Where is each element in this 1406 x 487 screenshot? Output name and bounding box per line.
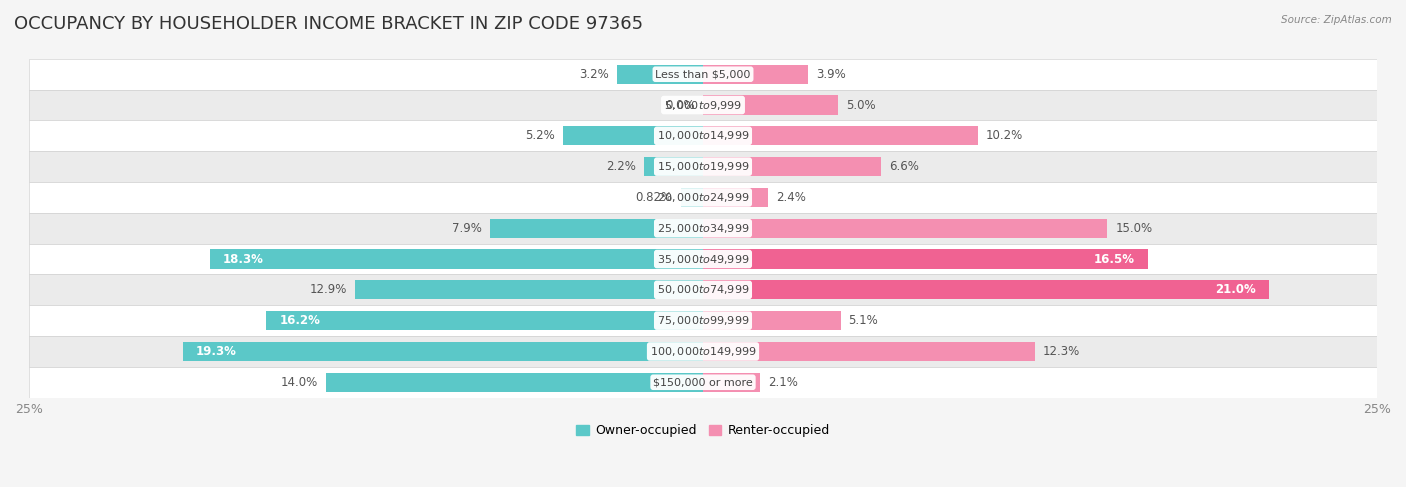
Bar bbox=[644, 157, 703, 176]
Text: $15,000 to $19,999: $15,000 to $19,999 bbox=[657, 160, 749, 173]
Bar bbox=[30, 336, 1376, 367]
Text: 10.2%: 10.2% bbox=[986, 130, 1024, 142]
Bar bbox=[326, 373, 703, 392]
Text: 2.1%: 2.1% bbox=[768, 376, 797, 389]
Bar bbox=[30, 213, 1376, 244]
Text: $75,000 to $99,999: $75,000 to $99,999 bbox=[657, 314, 749, 327]
Bar bbox=[703, 219, 1108, 238]
Text: 0.0%: 0.0% bbox=[665, 98, 695, 112]
Text: 19.3%: 19.3% bbox=[195, 345, 238, 358]
Bar bbox=[183, 342, 703, 361]
Bar bbox=[703, 249, 1147, 269]
Text: OCCUPANCY BY HOUSEHOLDER INCOME BRACKET IN ZIP CODE 97365: OCCUPANCY BY HOUSEHOLDER INCOME BRACKET … bbox=[14, 15, 643, 33]
Bar bbox=[30, 151, 1376, 182]
Text: 5.2%: 5.2% bbox=[524, 130, 555, 142]
Bar bbox=[266, 311, 703, 330]
Text: 6.6%: 6.6% bbox=[889, 160, 920, 173]
Text: 5.1%: 5.1% bbox=[849, 314, 879, 327]
Bar bbox=[703, 188, 768, 207]
Text: 16.2%: 16.2% bbox=[280, 314, 321, 327]
Bar bbox=[356, 281, 703, 300]
Bar bbox=[703, 126, 979, 146]
Bar bbox=[30, 367, 1376, 398]
Text: 12.3%: 12.3% bbox=[1043, 345, 1080, 358]
Text: 2.4%: 2.4% bbox=[776, 191, 806, 204]
Bar bbox=[703, 373, 759, 392]
Text: 21.0%: 21.0% bbox=[1215, 283, 1256, 297]
Text: 16.5%: 16.5% bbox=[1094, 253, 1135, 265]
Text: 3.2%: 3.2% bbox=[579, 68, 609, 81]
Bar bbox=[30, 305, 1376, 336]
Bar bbox=[703, 65, 808, 84]
Bar bbox=[703, 311, 841, 330]
Text: $20,000 to $24,999: $20,000 to $24,999 bbox=[657, 191, 749, 204]
Bar bbox=[703, 157, 882, 176]
Text: $100,000 to $149,999: $100,000 to $149,999 bbox=[650, 345, 756, 358]
Text: 5.0%: 5.0% bbox=[846, 98, 876, 112]
Text: 14.0%: 14.0% bbox=[280, 376, 318, 389]
Text: $50,000 to $74,999: $50,000 to $74,999 bbox=[657, 283, 749, 297]
Text: 18.3%: 18.3% bbox=[224, 253, 264, 265]
Text: $25,000 to $34,999: $25,000 to $34,999 bbox=[657, 222, 749, 235]
Text: $5,000 to $9,999: $5,000 to $9,999 bbox=[664, 98, 742, 112]
Bar bbox=[617, 65, 703, 84]
Bar bbox=[30, 275, 1376, 305]
Text: 15.0%: 15.0% bbox=[1115, 222, 1153, 235]
Text: 3.9%: 3.9% bbox=[817, 68, 846, 81]
Text: 12.9%: 12.9% bbox=[309, 283, 347, 297]
Bar bbox=[491, 219, 703, 238]
Text: 2.2%: 2.2% bbox=[606, 160, 636, 173]
Bar bbox=[209, 249, 703, 269]
Text: 0.82%: 0.82% bbox=[636, 191, 673, 204]
Bar bbox=[30, 120, 1376, 151]
Bar bbox=[703, 95, 838, 114]
Bar bbox=[30, 59, 1376, 90]
Text: Source: ZipAtlas.com: Source: ZipAtlas.com bbox=[1281, 15, 1392, 25]
Bar bbox=[30, 182, 1376, 213]
Text: $150,000 or more: $150,000 or more bbox=[654, 377, 752, 387]
Text: Less than $5,000: Less than $5,000 bbox=[655, 69, 751, 79]
Bar bbox=[30, 244, 1376, 275]
Bar bbox=[30, 90, 1376, 120]
Text: $35,000 to $49,999: $35,000 to $49,999 bbox=[657, 253, 749, 265]
Bar bbox=[703, 281, 1270, 300]
Bar bbox=[703, 342, 1035, 361]
Bar bbox=[681, 188, 703, 207]
Text: $10,000 to $14,999: $10,000 to $14,999 bbox=[657, 130, 749, 142]
Text: 7.9%: 7.9% bbox=[453, 222, 482, 235]
Bar bbox=[562, 126, 703, 146]
Legend: Owner-occupied, Renter-occupied: Owner-occupied, Renter-occupied bbox=[571, 419, 835, 442]
